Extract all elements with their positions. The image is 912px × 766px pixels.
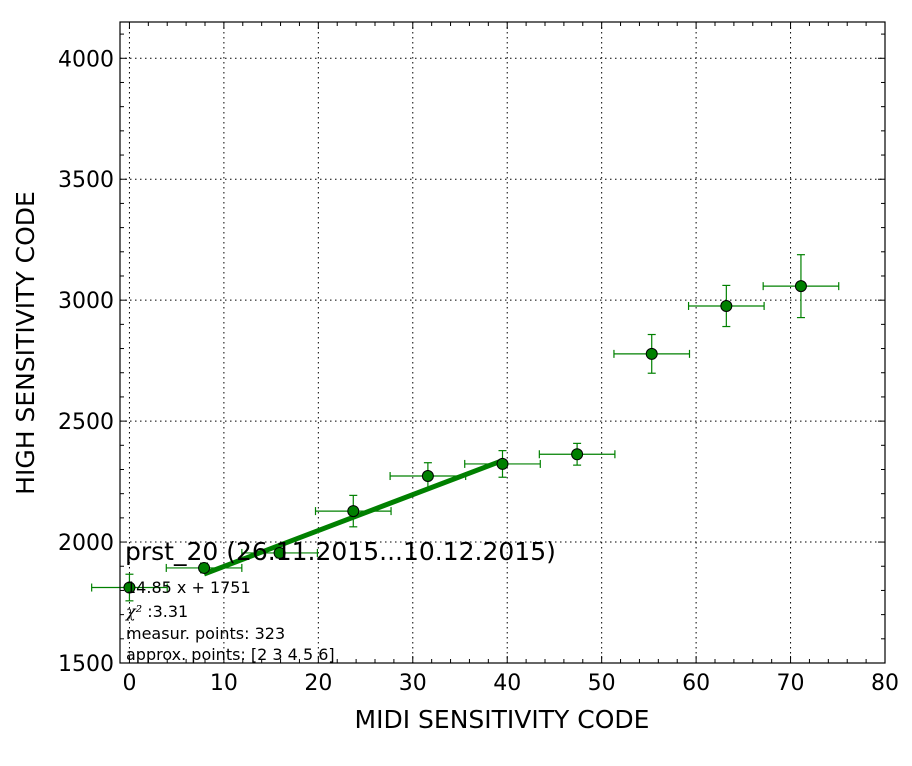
chi-value: :3.31 xyxy=(142,602,188,621)
annotation-equation: 14.85 x + 1751 xyxy=(126,578,251,597)
y-tick-label: 3500 xyxy=(58,168,114,193)
x-tick-label: 80 xyxy=(871,671,899,696)
data-point xyxy=(123,581,136,594)
grid-lines xyxy=(120,22,885,663)
y-tick-label: 4000 xyxy=(58,47,114,72)
plot-frame xyxy=(119,21,886,664)
y-tick-label: 1500 xyxy=(58,652,114,677)
y-tick-label: 2500 xyxy=(58,410,114,435)
x-tick-label: 60 xyxy=(682,671,710,696)
data-point xyxy=(198,561,211,574)
data-point xyxy=(645,347,658,360)
chi-symbol: χ² xyxy=(125,602,142,621)
y-axis-label: HIGH SENSITIVITY CODE xyxy=(11,191,40,495)
tick-marks xyxy=(120,22,885,663)
x-tick-label: 50 xyxy=(588,671,616,696)
x-tick-label: 0 xyxy=(122,671,136,696)
data-point xyxy=(720,299,733,312)
data-points xyxy=(123,280,807,594)
x-tick-labels: 0 10 20 30 40 50 60 70 80 xyxy=(122,671,899,696)
data-point xyxy=(421,470,434,483)
y-tick-labels: 1500 2000 2500 3000 3500 4000 xyxy=(58,47,114,677)
fit-line-group xyxy=(203,458,504,577)
y-tick-label: 2000 xyxy=(58,531,114,556)
fit-line xyxy=(203,458,504,577)
x-tick-label: 20 xyxy=(304,671,332,696)
y-tick-label: 3000 xyxy=(58,289,114,314)
data-point xyxy=(273,546,286,559)
x-tick-label: 70 xyxy=(777,671,805,696)
x-tick-label: 40 xyxy=(493,671,521,696)
x-tick-label: 10 xyxy=(210,671,238,696)
annotation-title: prst_20 (26.11.2015...10.12.2015) xyxy=(125,537,556,566)
x-axis-label: MIDI SENSITIVITY CODE xyxy=(355,705,650,734)
data-point xyxy=(794,280,807,293)
x-tick-label: 30 xyxy=(399,671,427,696)
annotation-measur-points: measur. points: 323 xyxy=(126,624,285,643)
data-point xyxy=(496,457,509,470)
data-point xyxy=(347,505,360,518)
annotation-approx-points: approx. points: [2 3 4 5 6] xyxy=(126,645,335,664)
data-point xyxy=(571,448,584,461)
annotation-chi: χ² :3.31 xyxy=(125,602,188,621)
